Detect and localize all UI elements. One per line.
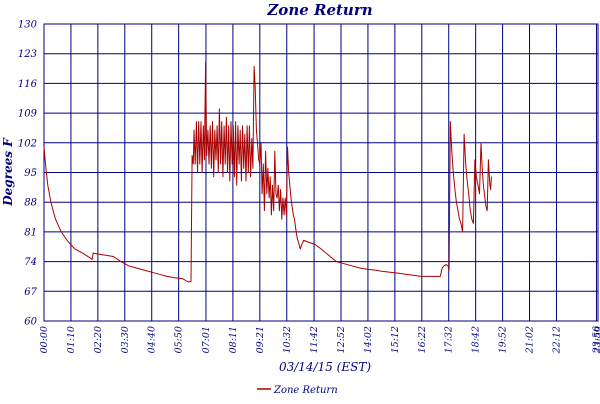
x-tick-label: 02:20 (93, 326, 104, 353)
x-tick-label: 04:40 (147, 326, 158, 353)
x-tick-label: 18:42 (471, 326, 482, 353)
legend-label: Zone Return (273, 385, 338, 396)
x-tick-label: 21:02 (525, 326, 536, 354)
x-tick-label: 23:56 (591, 326, 600, 354)
y-tick-label: 88 (24, 198, 37, 209)
y-tick-label: 67 (24, 287, 37, 298)
x-tick-label: 10:32 (282, 326, 293, 353)
x-tick-label: 01:10 (66, 326, 77, 353)
x-tick-label: 08:11 (228, 326, 239, 353)
chart-title: Zone Return (266, 1, 372, 19)
x-axis-label: 03/14/15 (EST) (279, 360, 371, 374)
y-tick-label: 74 (24, 257, 37, 268)
grid-lines (44, 24, 598, 321)
series-line (43, 61, 492, 283)
y-tick-label: 123 (18, 49, 37, 60)
x-tick-label: 12:52 (336, 326, 347, 353)
plot-frame (43, 23, 599, 322)
x-tick-label: 03:30 (120, 326, 131, 353)
series-layer (43, 61, 492, 283)
x-tick-label: 05:50 (174, 326, 185, 353)
y-tick-label: 109 (18, 109, 38, 120)
y-tick-labels: 130 123 116 109 102 95 88 81 74 67 60 (18, 20, 38, 328)
x-tick-label: 07:01 (201, 326, 212, 353)
x-tick-label: 00:00 (39, 326, 50, 353)
x-tick-labels: 00:00 01:10 02:20 03:30 04:40 05:50 07:01 08:11… (39, 326, 600, 354)
y-tick-label: 102 (18, 138, 37, 149)
y-tick-label: 81 (24, 227, 37, 238)
x-tick-label: 16:22 (417, 326, 428, 353)
x-tick-label: 22:12 (551, 326, 562, 354)
x-tick-label: 14:02 (363, 326, 374, 353)
y-tick-label: 60 (24, 317, 37, 328)
x-tick-label: 15:12 (390, 326, 401, 353)
x-tick-label: 17:32 (444, 326, 455, 353)
y-tick-label: 95 (24, 168, 37, 179)
x-tick-label: 11:42 (309, 326, 320, 353)
y-tick-label: 116 (18, 79, 38, 90)
y-axis-label: Degrees F (1, 137, 15, 207)
y-tick-label: 130 (18, 20, 38, 31)
legend: Zone Return (257, 385, 338, 396)
x-tick-label: 09:21 (255, 326, 266, 353)
x-tick-label: 23:59 (593, 326, 600, 354)
x-tick-label: 19:52 (498, 326, 509, 353)
